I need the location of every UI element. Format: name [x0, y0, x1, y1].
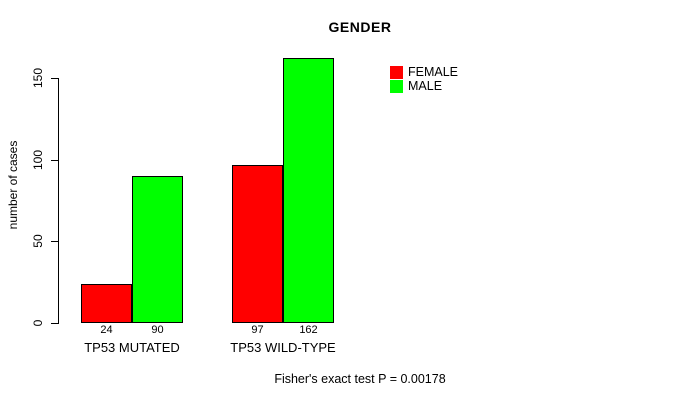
y-axis-label: number of cases — [6, 140, 20, 230]
y-tick-label-150: 150 — [31, 67, 45, 89]
fisher-test-annotation: Fisher's exact test P = 0.00178 — [274, 372, 446, 386]
x-category-label-tp53-mutated: TP53 MUTATED — [84, 340, 180, 355]
legend-row-female: FEMALE — [390, 65, 458, 79]
legend: FEMALE MALE — [390, 65, 458, 93]
y-tick-50 — [51, 241, 58, 242]
bar-male-tp53-mutated — [132, 176, 183, 323]
y-tick-label-0: 0 — [31, 319, 45, 327]
y-tick-label-100: 100 — [31, 149, 45, 171]
legend-label-female: FEMALE — [408, 65, 459, 79]
bar-value-label: 90 — [151, 324, 164, 336]
bar-male-tp53-wildtype — [283, 58, 334, 323]
x-category-label-tp53-wildtype: TP53 WILD-TYPE — [230, 340, 336, 355]
bar-value-label: 162 — [299, 324, 318, 336]
bar-female-tp53-wildtype — [232, 165, 283, 323]
y-tick-100 — [51, 160, 58, 161]
bar-female-tp53-mutated — [81, 284, 132, 323]
legend-label-male: MALE — [408, 79, 443, 93]
y-tick-label-50: 50 — [31, 234, 45, 248]
bar-value-label: 97 — [251, 324, 264, 336]
legend-swatch-female — [390, 65, 403, 79]
chart-title: GENDER — [328, 19, 392, 35]
legend-row-male: MALE — [390, 79, 458, 93]
bar-value-label: 24 — [100, 324, 113, 336]
legend-swatch-male — [390, 79, 403, 93]
y-tick-0 — [51, 323, 58, 324]
y-tick-150 — [51, 78, 58, 79]
y-axis — [58, 78, 59, 324]
